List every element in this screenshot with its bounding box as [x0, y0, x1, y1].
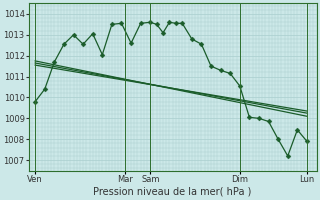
X-axis label: Pression niveau de la mer( hPa ): Pression niveau de la mer( hPa ): [93, 187, 252, 197]
